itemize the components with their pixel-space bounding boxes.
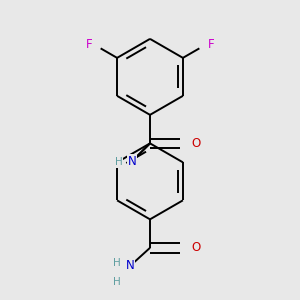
Text: O: O xyxy=(192,137,201,150)
Text: O: O xyxy=(192,241,201,254)
Text: H: H xyxy=(113,258,121,268)
Text: N: N xyxy=(126,260,134,272)
Text: H: H xyxy=(113,277,121,287)
Text: F: F xyxy=(208,38,214,51)
Text: F: F xyxy=(85,38,92,51)
Text: H: H xyxy=(115,157,122,167)
Text: N: N xyxy=(128,155,136,168)
